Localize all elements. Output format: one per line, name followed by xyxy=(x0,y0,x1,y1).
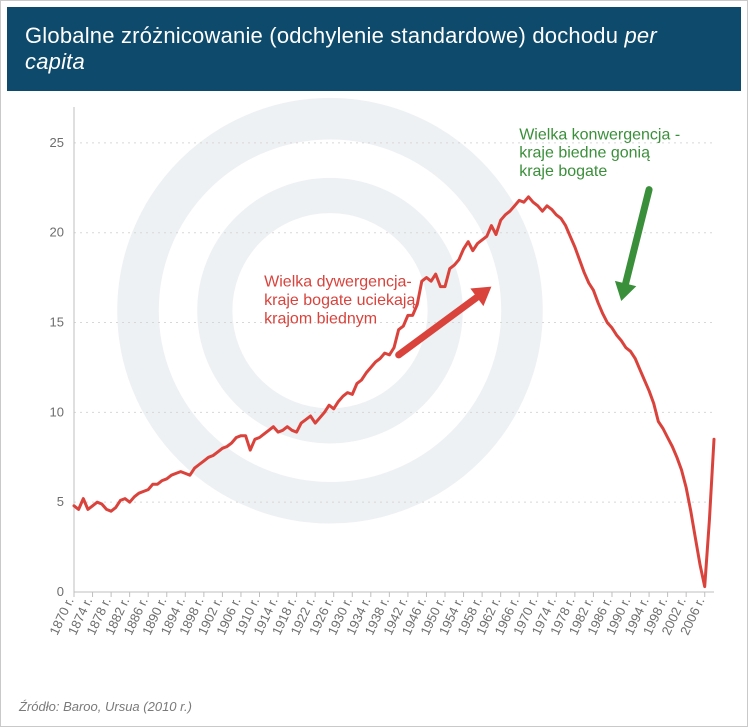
svg-text:25: 25 xyxy=(50,135,64,150)
svg-text:Wielka dywergencja-kraje bogat: Wielka dywergencja-kraje bogate uciekają… xyxy=(264,274,415,328)
svg-text:20: 20 xyxy=(50,225,64,240)
svg-text:5: 5 xyxy=(57,494,64,509)
svg-text:Wielka konwergencja -kraje bie: Wielka konwergencja -kraje biedne goniąk… xyxy=(519,126,680,180)
header-bar: Globalne zróżnicowanie (odchylenie stand… xyxy=(7,7,741,91)
header-title-main: Globalne zróżnicowanie (odchylenie stand… xyxy=(25,23,624,48)
svg-text:10: 10 xyxy=(50,404,64,419)
line-chart: 05101520251870 r.1874 r.1878 r.1882 r.18… xyxy=(19,97,729,664)
source-note: Źródło: Baroo, Ursua (2010 r.) xyxy=(19,699,192,714)
chart-area: 05101520251870 r.1874 r.1878 r.1882 r.18… xyxy=(19,97,729,664)
svg-text:15: 15 xyxy=(50,315,64,330)
